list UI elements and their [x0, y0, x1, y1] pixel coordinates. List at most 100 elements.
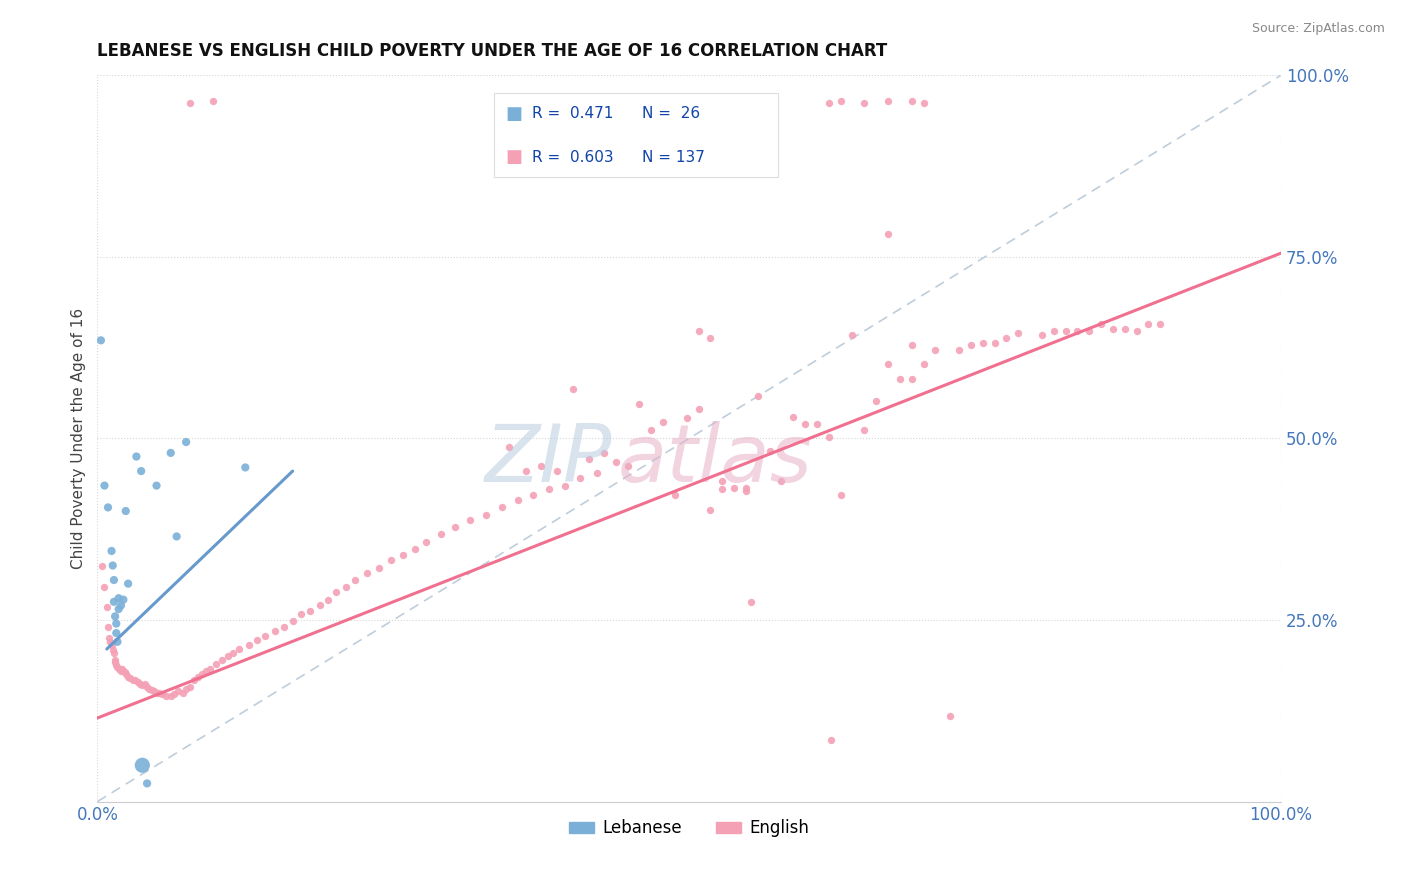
- Point: [924, 343, 946, 357]
- Point: [912, 95, 935, 110]
- Point: [117, 670, 139, 684]
- Point: [183, 673, 205, 687]
- Point: [104, 655, 127, 669]
- Point: [794, 417, 817, 431]
- Point: [429, 527, 451, 541]
- Point: [344, 573, 367, 587]
- Point: [325, 585, 347, 599]
- Point: [1102, 322, 1125, 336]
- Point: [211, 653, 233, 667]
- Point: [105, 626, 128, 640]
- Point: [281, 615, 304, 629]
- Point: [699, 502, 721, 516]
- Point: [174, 435, 197, 450]
- Point: [290, 607, 312, 622]
- Point: [900, 372, 922, 386]
- Point: [995, 331, 1018, 345]
- Point: [187, 670, 209, 684]
- Point: [127, 674, 149, 689]
- Point: [129, 677, 152, 691]
- Text: R =  0.603: R = 0.603: [531, 150, 613, 165]
- Point: [264, 624, 287, 638]
- Point: [246, 633, 269, 648]
- Point: [1125, 324, 1147, 338]
- Point: [93, 478, 115, 492]
- Point: [104, 609, 127, 624]
- Point: [1090, 317, 1112, 331]
- Point: [101, 558, 124, 573]
- Point: [1078, 324, 1101, 338]
- Point: [830, 94, 852, 108]
- Point: [179, 680, 201, 694]
- Point: [415, 534, 437, 549]
- Point: [104, 653, 127, 667]
- Point: [100, 544, 122, 558]
- Point: [530, 458, 553, 473]
- Point: [141, 683, 163, 698]
- Point: [616, 458, 638, 473]
- Point: [202, 94, 225, 108]
- Point: [238, 639, 260, 653]
- Point: [105, 616, 128, 631]
- Point: [97, 620, 120, 634]
- Point: [143, 684, 166, 698]
- Point: [853, 95, 876, 110]
- Point: [138, 681, 160, 696]
- Point: [1149, 317, 1171, 331]
- Point: [114, 667, 136, 681]
- Point: [758, 444, 780, 458]
- Point: [770, 474, 793, 488]
- Point: [93, 580, 115, 594]
- Point: [145, 478, 167, 492]
- Point: [782, 409, 804, 424]
- Point: [877, 227, 900, 241]
- Text: ZIP: ZIP: [485, 421, 612, 500]
- Point: [152, 687, 174, 701]
- Point: [569, 471, 592, 485]
- Text: atlas: atlas: [619, 421, 813, 500]
- Point: [1137, 317, 1160, 331]
- Point: [174, 681, 197, 696]
- Point: [912, 357, 935, 371]
- Point: [443, 520, 465, 534]
- Point: [747, 389, 769, 403]
- Point: [740, 595, 762, 609]
- Point: [198, 662, 221, 676]
- Point: [664, 145, 686, 159]
- Point: [204, 657, 226, 671]
- Point: [853, 423, 876, 437]
- Point: [124, 673, 146, 687]
- Point: [96, 599, 118, 614]
- Point: [273, 620, 295, 634]
- Point: [148, 685, 170, 699]
- Point: [817, 430, 839, 444]
- Point: [983, 335, 1005, 350]
- Point: [391, 548, 413, 562]
- Point: [107, 660, 129, 674]
- Point: [972, 335, 994, 350]
- Point: [723, 481, 745, 495]
- Point: [233, 460, 256, 475]
- Point: [101, 643, 124, 657]
- Point: [110, 599, 132, 613]
- Point: [134, 677, 156, 691]
- Text: R =  0.471: R = 0.471: [531, 106, 613, 121]
- Point: [458, 513, 481, 527]
- Point: [172, 685, 194, 699]
- Point: [131, 758, 153, 772]
- Point: [506, 493, 529, 508]
- Point: [554, 478, 576, 492]
- Point: [136, 680, 159, 694]
- Point: [159, 690, 181, 704]
- Point: [900, 338, 922, 352]
- Text: Source: ZipAtlas.com: Source: ZipAtlas.com: [1251, 22, 1385, 36]
- FancyBboxPatch shape: [494, 94, 778, 177]
- Point: [593, 446, 616, 460]
- Point: [228, 642, 250, 657]
- Point: [735, 481, 758, 495]
- Point: [820, 732, 842, 747]
- Point: [652, 416, 675, 430]
- Point: [309, 599, 332, 613]
- Text: ■: ■: [506, 148, 523, 166]
- Text: LEBANESE VS ENGLISH CHILD POVERTY UNDER THE AGE OF 16 CORRELATION CHART: LEBANESE VS ENGLISH CHILD POVERTY UNDER …: [97, 42, 887, 60]
